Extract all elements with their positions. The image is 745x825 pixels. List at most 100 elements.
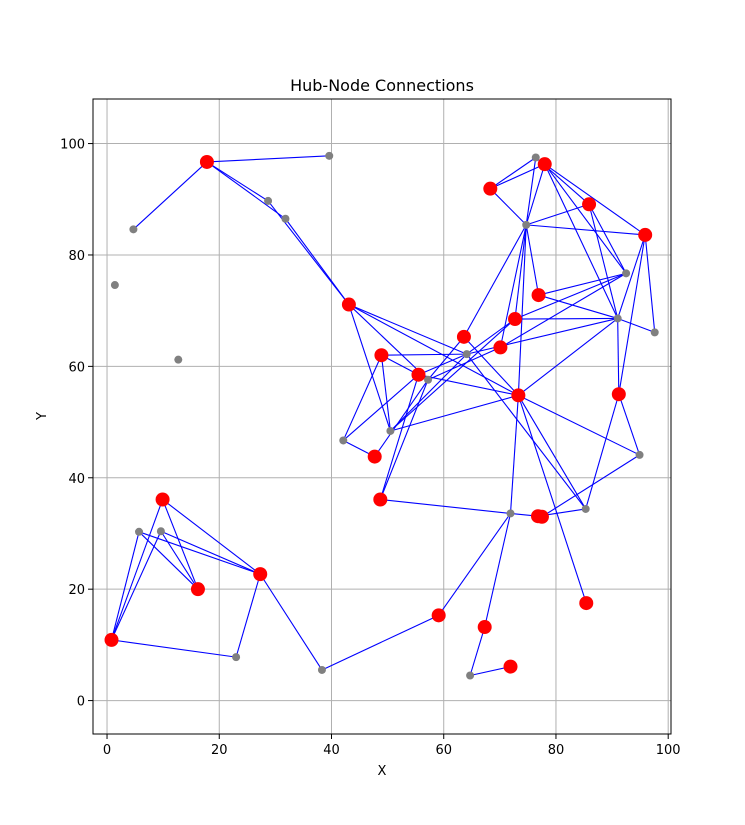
connection-edge [525,164,546,226]
connection-edge [374,379,429,457]
hub-point [503,659,518,674]
hub-point [374,348,389,363]
hub-point [456,329,471,344]
connection-edge [381,353,467,356]
connection-edge [466,317,618,355]
connection-edge [206,161,286,220]
connection-edge [509,395,519,514]
node-point [281,214,290,223]
connection-edge [162,499,261,575]
hub-point [531,288,546,303]
y-tick-label: 100 [60,138,85,153]
connection-edge [390,394,519,432]
connection-edge [348,304,429,381]
connection-edge [518,318,619,396]
connection-edge [541,454,640,518]
node-point [174,355,183,364]
x-tick-label: 20 [211,743,228,758]
y-tick-label: 60 [68,360,85,375]
connection-edge [514,317,618,320]
connection-edge [517,395,587,604]
connection-edge [466,353,587,510]
hub-point [638,227,653,242]
connection-edge [111,639,237,658]
connection-edge [133,161,208,230]
node-point [613,314,622,323]
connection-edge [525,157,537,225]
connection-edge [617,234,646,319]
connection-edge [644,234,656,333]
connection-edge [427,346,501,381]
connection-edge [489,188,527,226]
y-tick-label: 20 [68,583,85,598]
connection-edge [466,318,516,355]
connection-edge [544,163,619,319]
connection-edge [380,355,391,432]
connection-edge [427,336,465,381]
node-point [232,653,241,662]
connection-edge [380,498,511,514]
hub-point [104,632,119,647]
connection-edge [526,203,590,226]
connection-edge [259,573,323,671]
hub-point [493,340,508,355]
hub-point [190,582,205,597]
connection-edge [585,394,620,510]
connection-edge [285,218,350,305]
node-point [522,220,531,229]
connection-edge [618,394,641,456]
connection-edge [544,163,646,236]
node-point [156,527,165,536]
connection-edge [514,272,627,320]
connection-edge [525,224,540,296]
node-point [110,281,119,290]
connection-edge [490,163,545,190]
connection-edge [342,374,419,441]
x-tick-label: 100 [656,743,681,758]
connection-edge [469,626,486,676]
node-point [129,225,138,234]
chart-title: Hub-Node Connections [290,76,474,95]
hub-point [199,154,214,169]
hub-point [253,567,268,582]
hub-point [431,608,446,623]
connection-edge [588,204,627,274]
connection-edge [390,318,516,432]
hub-point [611,387,626,402]
node-point [339,436,348,445]
hub-point [507,312,522,327]
connection-edge [538,272,627,296]
hub-point [511,388,526,403]
y-tick-label: 40 [68,472,85,487]
y-axis-label: Y [35,412,50,421]
connection-edge [517,224,527,396]
x-tick-label: 40 [323,743,340,758]
connection-edge [235,573,261,658]
connection-edge [538,294,618,319]
connection-edge [138,531,261,575]
ticks: 0 20 40 60 80 100 0 20 40 60 80 100 [60,138,680,758]
connection-edge [390,353,468,432]
y-tick-label: 80 [68,249,85,264]
connection-edge [160,530,199,590]
y-tick-label: 0 [77,695,85,710]
node-point [581,504,590,513]
node-point [317,665,326,674]
connection-edge [617,317,655,333]
node-point [264,196,273,205]
connection-edge [206,161,269,202]
hub-point [367,449,382,464]
connection-edge [111,531,162,641]
connection-edge [162,499,199,590]
x-tick-label: 60 [435,743,452,758]
connection-edge [618,234,646,395]
node-point [622,269,631,278]
connection-edge [617,318,620,395]
node-point [462,350,471,359]
node-point [531,153,540,162]
plot-frame [92,98,672,735]
hub-point [411,367,426,382]
connection-edge [348,304,467,355]
connection-edge [348,304,519,396]
